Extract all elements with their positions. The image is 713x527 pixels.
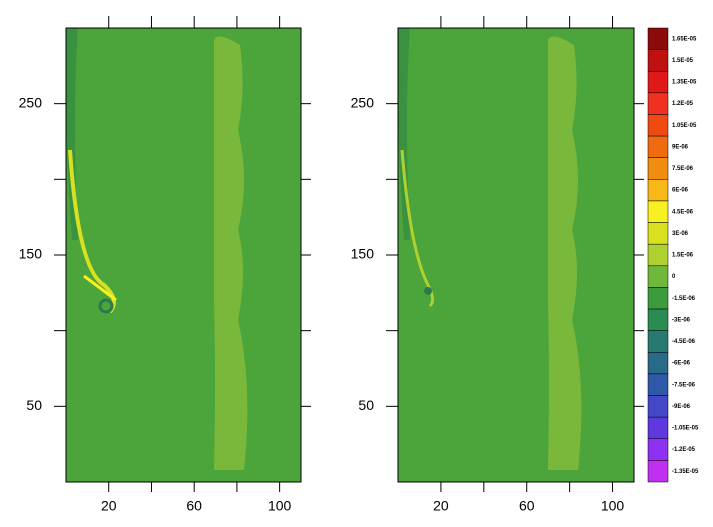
colorbar-label: -7.5E-06 — [672, 382, 696, 388]
colorbar-swatch — [647, 287, 669, 310]
x-tick-label: 60 — [519, 498, 535, 514]
colorbar-label: 9E-06 — [672, 144, 689, 150]
x-tick-label: 100 — [601, 498, 625, 514]
x-tick-label: 60 — [186, 498, 202, 514]
colorbar-swatch — [647, 222, 669, 245]
field-right — [398, 28, 634, 482]
y-tick-label: 150 — [19, 246, 43, 262]
colorbar-label: 1.5E-06 — [672, 253, 694, 259]
colorbar-swatch — [647, 135, 669, 158]
colorbar-label: 7.5E-06 — [672, 166, 694, 172]
colorbar-label: 1.2E-05 — [672, 101, 694, 107]
colorbar-label: -1.35E-05 — [672, 469, 699, 475]
y-tick-label: 50 — [358, 397, 374, 413]
colorbar-swatch — [647, 395, 669, 418]
colorbar-label: -6E-06 — [672, 361, 691, 367]
colorbar-swatch — [647, 49, 669, 72]
colorbar-swatch — [647, 416, 669, 440]
colorbar-label: -1.2E-05 — [672, 447, 696, 453]
colorbar-swatch — [647, 352, 669, 375]
x-tick-label: 20 — [433, 498, 449, 514]
colorbar-swatch — [647, 27, 669, 50]
colorbar-label: 6E-06 — [672, 188, 689, 194]
colorbar-swatch — [647, 265, 669, 288]
colorbar-label: 1.5E-05 — [672, 58, 694, 64]
colorbar-swatch — [647, 70, 669, 94]
colorbar-swatch — [647, 373, 669, 396]
colorbar-label: -1.5E-06 — [672, 296, 696, 302]
colorbar-swatch — [647, 179, 669, 202]
colorbar-swatch — [647, 92, 669, 115]
y-tick-label: 50 — [26, 397, 42, 413]
x-tick-label: 100 — [268, 498, 292, 514]
colorbar-label: -1.05E-05 — [672, 426, 699, 432]
colorbar-label: 3E-06 — [672, 231, 689, 237]
colorbar-label: 1.05E-05 — [672, 123, 697, 129]
y-tick-label: 150 — [351, 246, 375, 262]
colorbar-swatch — [647, 308, 669, 331]
colorbar-label: 4.5E-06 — [672, 209, 694, 215]
colorbar-swatch — [647, 157, 669, 180]
colorbar-label: 0 — [672, 274, 676, 280]
y-tick-label: 250 — [19, 94, 43, 110]
colorbar-label: 1.35E-05 — [672, 80, 697, 86]
colorbar-swatch — [647, 243, 669, 267]
colorbar-swatch — [647, 438, 669, 461]
x-tick-label: 20 — [101, 498, 117, 514]
colorbar-label: -3E-06 — [672, 317, 691, 323]
colorbar-label: -4.5E-06 — [672, 339, 696, 345]
colorbar-label: -9E-06 — [672, 404, 691, 410]
colorbar-label: 1.65E-05 — [672, 36, 697, 42]
field-left — [66, 28, 301, 482]
colorbar-swatch — [647, 330, 669, 353]
colorbar-swatch — [647, 460, 669, 483]
colorbar-swatch — [647, 114, 669, 137]
y-tick-label: 250 — [351, 94, 375, 110]
colorbar-swatch — [647, 200, 669, 223]
